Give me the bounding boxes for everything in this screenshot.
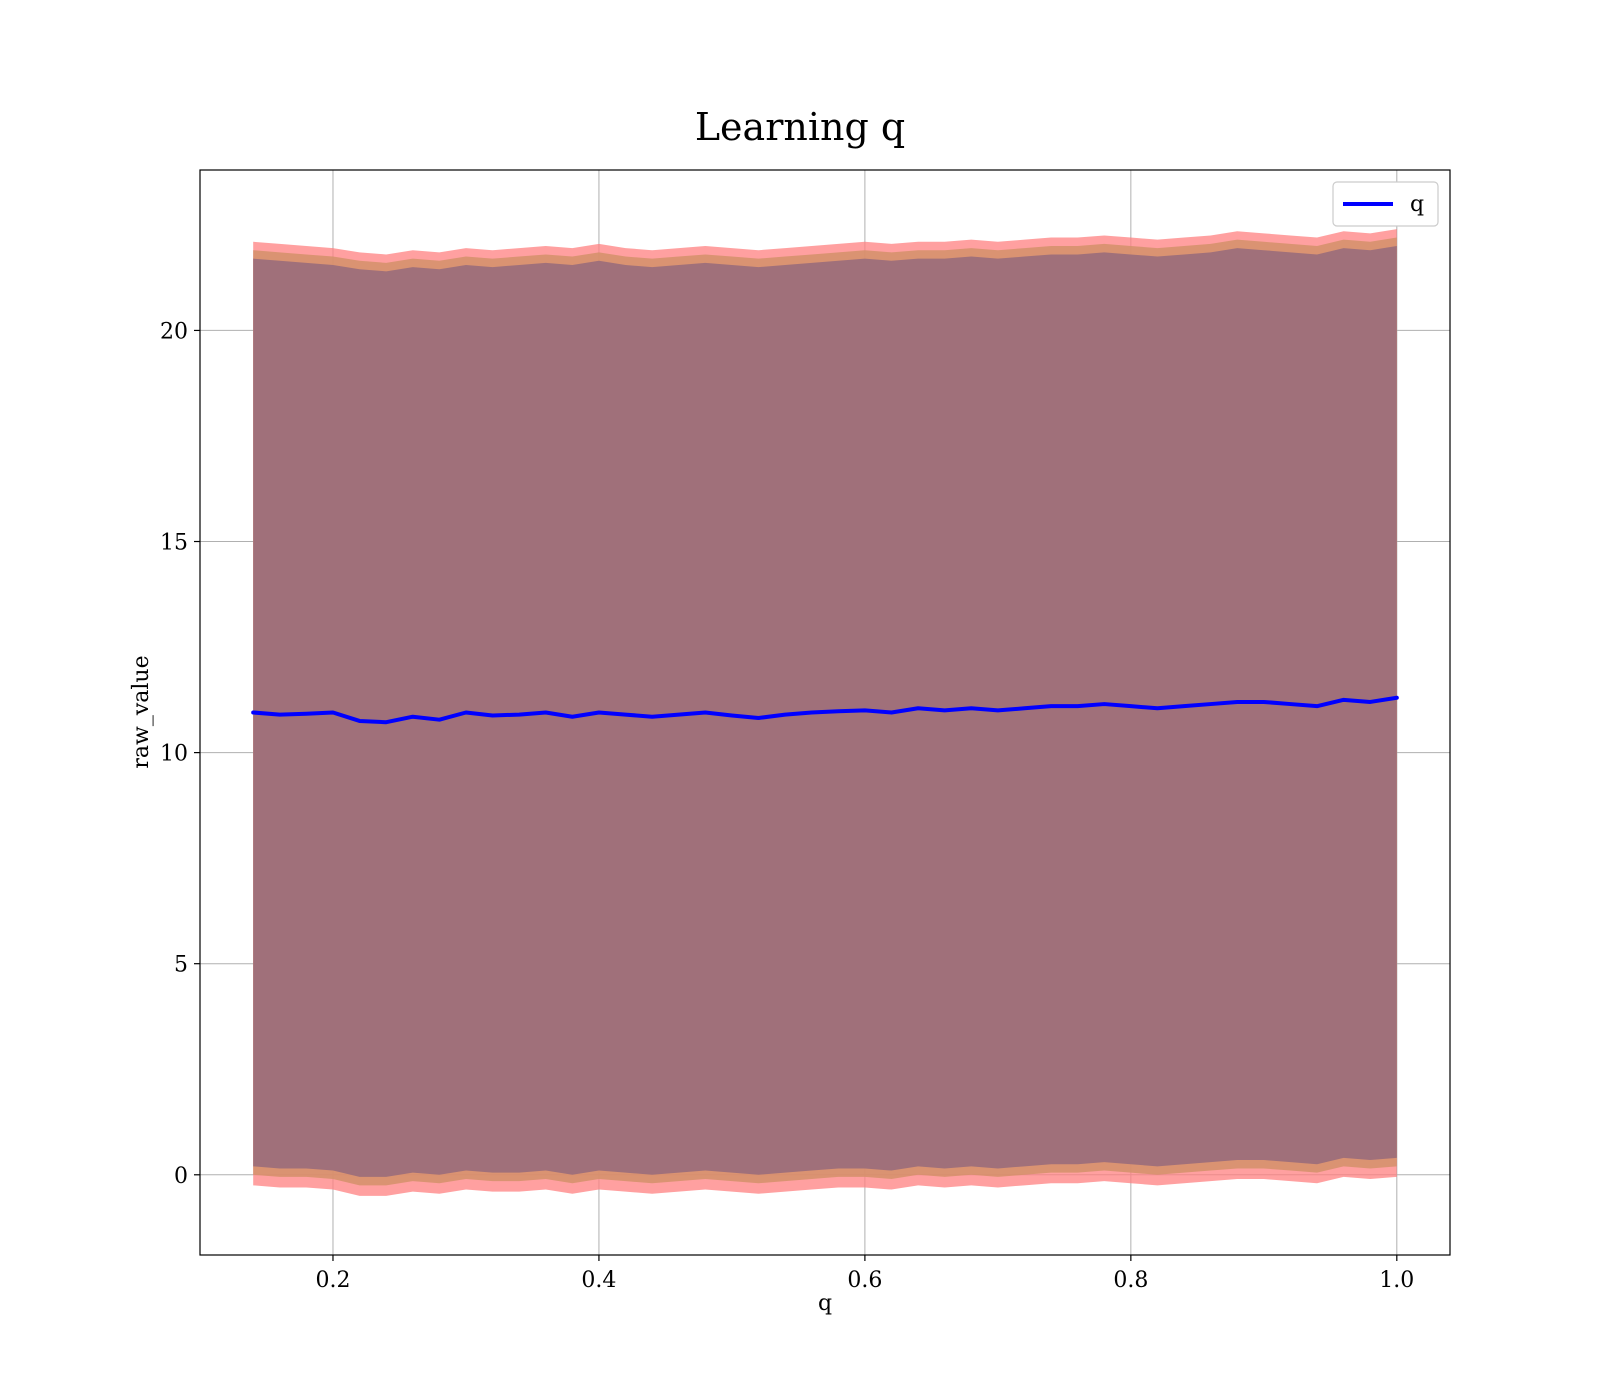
y-tick-label: 15 <box>160 531 188 556</box>
x-tick-label: 0.2 <box>315 1268 350 1293</box>
y-tick-label: 0 <box>174 1164 188 1189</box>
series-line-q <box>251 695 1399 725</box>
y-tick-label: 5 <box>174 953 188 978</box>
x-tick-label: 1.0 <box>1379 1268 1414 1293</box>
legend: q <box>1332 181 1439 227</box>
y-tick-label: 10 <box>160 742 188 767</box>
legend-label-q: q <box>1410 192 1424 217</box>
x-axis-title: q <box>818 1291 832 1316</box>
plot-frame <box>199 169 1451 1256</box>
chart-title: Learning q <box>695 105 905 149</box>
y-axis-ticks: 0 5 10 15 20 <box>160 319 200 1189</box>
x-tick-label: 0.8 <box>1113 1268 1148 1293</box>
x-tick-label: 0.6 <box>847 1268 882 1293</box>
series-lines <box>251 695 1399 725</box>
x-axis-ticks: 0.2 0.4 0.6 0.8 1.0 <box>315 1255 1414 1293</box>
y-tick-label: 20 <box>160 319 188 344</box>
y-axis-title: raw_value <box>129 655 154 768</box>
x-tick-label: 0.4 <box>581 1268 616 1293</box>
